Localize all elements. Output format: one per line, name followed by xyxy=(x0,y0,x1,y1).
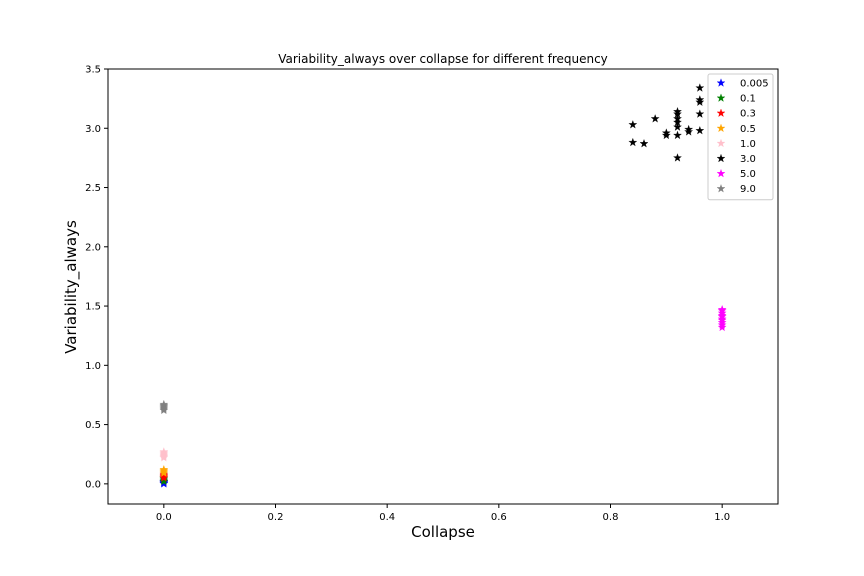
legend-marker xyxy=(716,153,726,163)
legend-label: 1.0 xyxy=(740,139,756,150)
plot-area xyxy=(107,68,779,505)
data-point xyxy=(628,137,638,147)
legend-label: 0.3 xyxy=(740,109,756,120)
legend-item: 1.0 xyxy=(716,138,756,150)
x-axis: 0.0 0.2 0.4 0.6 0.8 1.0 xyxy=(156,504,730,523)
legend-marker xyxy=(716,123,726,133)
y-axis-label: Variability_always xyxy=(62,220,81,354)
data-point xyxy=(673,153,682,162)
legend-label: 3.0 xyxy=(740,154,756,165)
data-point xyxy=(717,308,727,317)
y-tick-label: 0.5 xyxy=(85,420,101,431)
data-points xyxy=(159,83,727,488)
data-point xyxy=(661,130,671,140)
data-point xyxy=(628,120,638,129)
y-tick-label: 3.5 xyxy=(85,65,101,76)
x-tick-label: 1.0 xyxy=(714,512,730,523)
data-point xyxy=(717,320,727,329)
data-point xyxy=(673,130,682,140)
legend-item: 9.0 xyxy=(716,184,756,195)
legend-item: 0.3 xyxy=(716,108,756,120)
legend-marker xyxy=(716,168,726,178)
y-tick-label: 2.0 xyxy=(85,242,101,253)
legend-item: 3.0 xyxy=(716,153,756,165)
series-1.0 xyxy=(159,447,169,462)
x-tick-label: 0.8 xyxy=(603,512,619,523)
data-point xyxy=(695,97,705,106)
legend-marker xyxy=(716,78,726,87)
legend-item: 0.1 xyxy=(716,93,756,105)
legend-marker xyxy=(716,184,726,193)
legend-label: 5.0 xyxy=(740,169,756,180)
x-tick-label: 0.0 xyxy=(156,512,172,523)
y-tick-label: 1.0 xyxy=(85,361,101,372)
legend-label: 0.1 xyxy=(740,94,756,105)
legend-box xyxy=(707,73,774,201)
legend: 0.005 0.1 0.3 0.5 1.0 3.0 5.0 9.0 xyxy=(707,73,774,201)
y-tick-label: 2.5 xyxy=(85,183,101,194)
legend-marker xyxy=(716,93,726,102)
series-3.0 xyxy=(628,83,705,162)
data-point xyxy=(717,304,727,314)
y-tick-label: 0.0 xyxy=(85,479,101,490)
data-point xyxy=(159,447,169,456)
axes-frame xyxy=(107,68,779,505)
data-point xyxy=(695,125,705,135)
x-tick-label: 0.2 xyxy=(268,512,284,523)
legend-marker xyxy=(716,138,726,148)
data-point xyxy=(695,83,705,92)
chart-title: Variability_always over collapse for dif… xyxy=(278,52,608,66)
data-point xyxy=(159,399,169,409)
data-point xyxy=(695,109,705,118)
data-point xyxy=(673,122,682,131)
y-tick-label: 1.5 xyxy=(85,302,101,313)
y-axis: 0.0 0.5 1.0 1.5 2.0 2.5 3.0 3.5 xyxy=(85,65,108,490)
legend-item: 0.5 xyxy=(716,123,756,135)
x-tick-label: 0.6 xyxy=(491,512,507,523)
legend-label: 9.0 xyxy=(740,184,756,195)
series-9.0 xyxy=(159,399,169,415)
data-point xyxy=(717,322,727,332)
data-point xyxy=(717,317,727,327)
series-0.5 xyxy=(159,464,169,477)
legend-item: 0.005 xyxy=(716,78,769,90)
data-point xyxy=(717,310,727,320)
data-point xyxy=(717,314,727,323)
data-point xyxy=(159,464,169,474)
legend-label: 0.5 xyxy=(740,124,756,135)
data-point xyxy=(684,127,694,136)
x-tick-label: 0.4 xyxy=(379,512,395,523)
legend-label: 0.005 xyxy=(740,79,769,90)
legend-item: 5.0 xyxy=(716,168,756,180)
x-axis-label: Collapse xyxy=(411,523,475,541)
data-point xyxy=(639,139,649,148)
data-point xyxy=(650,114,660,123)
legend-marker xyxy=(716,108,726,117)
y-tick-label: 3.0 xyxy=(85,124,101,135)
series-5.0 xyxy=(717,304,727,332)
